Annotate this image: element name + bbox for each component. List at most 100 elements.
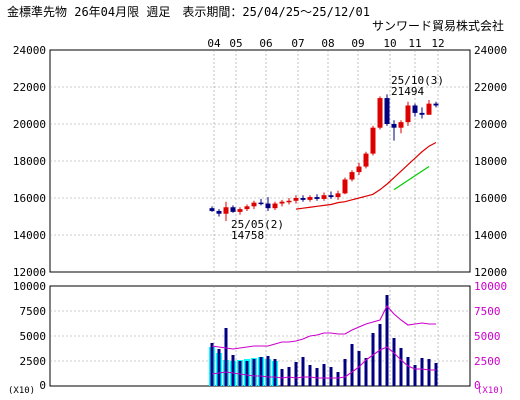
candle-body: [391, 124, 397, 128]
candle-body: [321, 195, 327, 199]
candle-body: [251, 202, 257, 207]
candle-body: [426, 103, 432, 115]
volume-y-tick-right: 2500: [474, 355, 501, 368]
volume-bar: [399, 348, 403, 386]
candle-body: [307, 197, 313, 200]
volume-panel: 2500 2500 5000 5000 7500 7500 10000 10000 (X10) (…: [8, 280, 507, 396]
volume-bar: [434, 363, 438, 386]
volume-bar: [385, 295, 389, 386]
price-y-tick-right: 14000: [474, 229, 507, 242]
candle-body: [300, 198, 306, 200]
company-name: サンワード貿易株式会社: [371, 19, 504, 33]
volume-bar: [231, 355, 235, 386]
volume-unit-left: (X10): [8, 386, 35, 396]
volume-y-tick-left: 2500: [20, 355, 47, 368]
candle-body: [412, 105, 418, 113]
volume-y-tick-left: 5000: [20, 330, 47, 343]
volume-y-tick-zero-right: 0: [474, 379, 481, 392]
candle-body: [286, 200, 292, 203]
open-interest-line: [211, 305, 436, 350]
volume-y-tick-left: 10000: [13, 280, 46, 293]
volume-bar: [217, 349, 221, 386]
volume-bar: [420, 358, 424, 386]
low-annotation-value: 14758: [231, 229, 264, 242]
volume-bar: [336, 372, 340, 386]
volume-bar: [427, 359, 431, 386]
volume-bar: [273, 359, 277, 386]
candle-body: [237, 209, 243, 212]
candle-body: [398, 122, 404, 128]
volume-bar: [329, 367, 333, 386]
price-y-tick-right: 18000: [474, 155, 507, 168]
volume-bar: [259, 357, 263, 386]
price-y-tick-left: 24000: [13, 44, 46, 57]
candle-body: [342, 179, 348, 194]
candle-body: [279, 201, 285, 204]
month-tick-label: 05: [229, 37, 242, 50]
candle-body: [272, 203, 278, 209]
price-y-tick-right: 22000: [474, 81, 507, 94]
candle-body: [377, 98, 383, 128]
volume-bar: [343, 359, 347, 386]
volume-bar: [224, 328, 228, 386]
volume-bar: [364, 358, 368, 386]
month-tick-label: 12: [431, 37, 444, 50]
price-y-tick-right: 20000: [474, 118, 507, 131]
volume-bar: [392, 338, 396, 386]
chart-title: 金標準先物 26年04月限 週足 表示期間：25/04/25～25/12/01: [7, 5, 370, 19]
volume-bar: [245, 361, 249, 386]
high-annotation-value: 21494: [391, 85, 424, 98]
volume-y-tick-right: 7500: [474, 305, 501, 318]
volume-bar: [301, 357, 305, 386]
month-tick-label: 10: [383, 37, 396, 50]
candle-body: [384, 98, 390, 124]
candle-body: [433, 103, 439, 106]
volume-bar: [210, 343, 214, 386]
month-tick-label: 11: [408, 37, 421, 50]
candle-body: [356, 166, 362, 173]
candle-body: [363, 153, 369, 167]
candle-body: [244, 206, 250, 210]
candle-body: [370, 127, 376, 154]
candle-body: [293, 198, 299, 201]
candle-body: [314, 197, 320, 199]
candle-body: [209, 208, 215, 211]
price-panel: 12000 12000 14000 14000 16000 16000 18000 18000…: [13, 37, 507, 279]
volume-bar: [413, 365, 417, 386]
price-y-tick-left: 12000: [13, 266, 46, 279]
price-y-tick-left: 16000: [13, 192, 46, 205]
volume-bar: [322, 364, 326, 386]
candle-body: [405, 105, 411, 123]
open-interest-line-secondary: [211, 346, 436, 379]
volume-y-tick-right: 5000: [474, 330, 501, 343]
chart-header: 金標準先物 26年04月限 週足 表示期間：25/04/25～25/12/01 …: [0, 0, 520, 34]
candle-body: [328, 195, 334, 198]
month-tick-label: 06: [259, 37, 272, 50]
low-annotation-date: 25/05(2): [231, 218, 284, 231]
candle-body: [419, 112, 425, 115]
volume-bar: [378, 324, 382, 386]
price-y-tick-left: 18000: [13, 155, 46, 168]
candle-body: [216, 210, 222, 214]
month-tick-label: 09: [351, 37, 364, 50]
candle-body: [335, 193, 341, 198]
candle-body: [258, 202, 264, 205]
price-y-tick-right: 24000: [474, 44, 507, 57]
volume-y-tick-left: 7500: [20, 305, 47, 318]
moving-average-long-line: [393, 166, 430, 191]
volume-bar: [308, 365, 312, 386]
volume-y-tick-zero: 0: [39, 379, 46, 392]
volume-y-tick-right: 10000: [474, 280, 507, 293]
volume-bar: [406, 357, 410, 386]
price-y-tick-left: 20000: [13, 118, 46, 131]
candle-body: [223, 207, 229, 214]
candle-body: [349, 172, 355, 180]
high-annotation-date: 25/10(3): [391, 74, 444, 87]
volume-bar: [294, 362, 298, 386]
price-y-tick-left: 22000: [13, 81, 46, 94]
volume-bar: [266, 356, 270, 386]
volume-bar: [252, 359, 256, 386]
moving-average-short-line: [295, 141, 437, 210]
price-y-tick-left: 14000: [13, 229, 46, 242]
